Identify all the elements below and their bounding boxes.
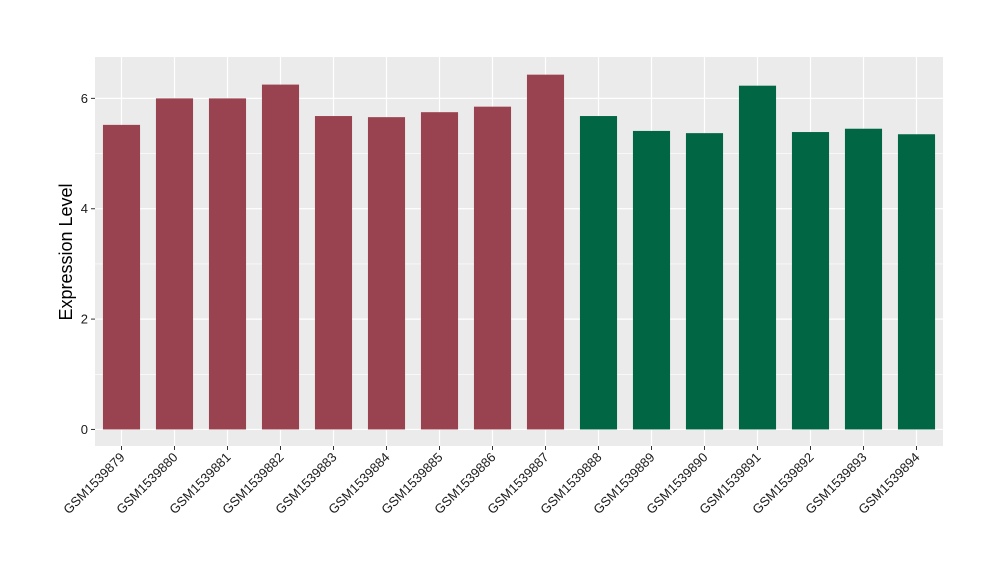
bar-GSM1539882	[261, 84, 300, 430]
bar-GSM1539891	[738, 85, 777, 430]
bar-GSM1539883	[314, 116, 353, 430]
bar-GSM1539890	[685, 133, 724, 430]
y-tick-label: 4	[81, 201, 88, 216]
bar-GSM1539892	[791, 132, 830, 430]
y-tick-label: 0	[81, 422, 88, 437]
bar-GSM1539885	[420, 112, 459, 430]
bar-GSM1539884	[367, 117, 406, 430]
y-tick-label: 2	[81, 312, 88, 327]
bar-GSM1539880	[155, 98, 194, 430]
bar-GSM1539886	[473, 106, 512, 430]
bar-GSM1539881	[208, 98, 247, 430]
y-axis-title: Expression Level	[56, 183, 76, 320]
x-axis-ticks: GSM1539879GSM1539880GSM1539881GSM1539882…	[60, 446, 923, 517]
y-axis-ticks: 0 2 4 6	[81, 91, 95, 437]
bar-GSM1539888	[579, 116, 618, 430]
bar-GSM1539879	[102, 124, 141, 430]
y-tick-label: 6	[81, 91, 88, 106]
bar-GSM1539887	[526, 74, 565, 430]
bar-GSM1539889	[632, 130, 671, 430]
bar-GSM1539894	[897, 134, 936, 430]
bar-GSM1539893	[844, 128, 883, 430]
bars-group	[102, 74, 936, 430]
